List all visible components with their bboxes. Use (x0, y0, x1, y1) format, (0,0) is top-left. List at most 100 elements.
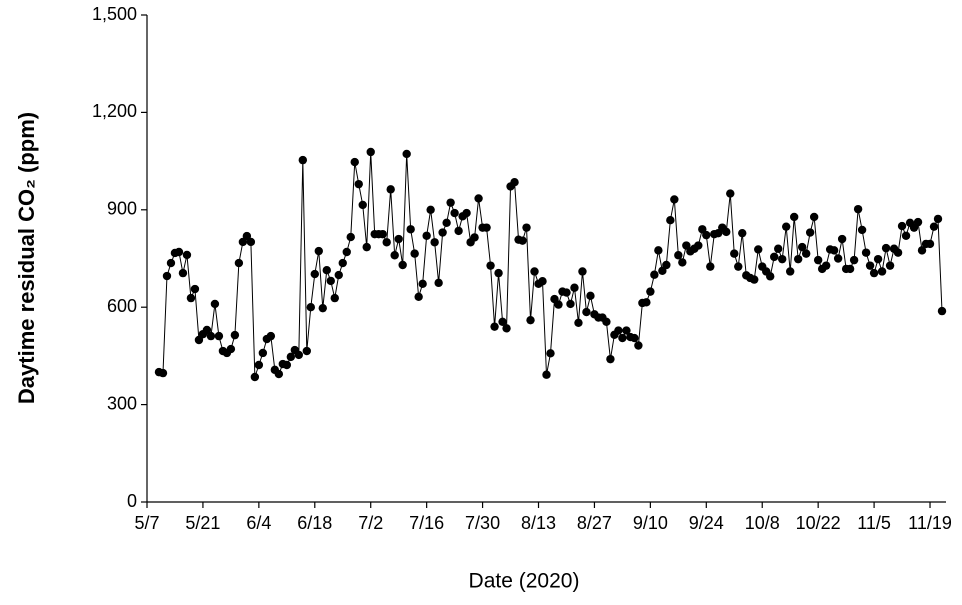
y-tick-label: 900 (107, 199, 137, 219)
data-point (454, 226, 463, 236)
data-point (554, 300, 563, 309)
data-point (442, 218, 451, 227)
data-point (246, 237, 256, 247)
data-point (602, 317, 611, 327)
data-point (738, 228, 747, 238)
data-point (809, 212, 819, 222)
data-point (334, 270, 343, 280)
data-point (789, 212, 799, 222)
data-point (190, 284, 200, 294)
data-point (414, 292, 423, 302)
data-point (322, 265, 331, 275)
data-point (206, 331, 216, 341)
data-point (933, 214, 943, 224)
x-tick-label: 6/18 (297, 513, 332, 533)
data-point (470, 233, 479, 242)
data-point (913, 217, 923, 227)
data-point (430, 238, 439, 247)
y-axis-label: Daytime residual CO₂ (ppm) (14, 112, 39, 404)
x-tick-label: 7/30 (465, 513, 500, 533)
data-point (797, 242, 807, 252)
data-point (901, 231, 911, 240)
data-point (722, 227, 731, 237)
data-point (574, 318, 583, 327)
data-point (861, 248, 871, 257)
data-point (606, 354, 615, 364)
data-point (570, 283, 579, 292)
data-point (274, 369, 284, 379)
data-point (474, 194, 483, 203)
data-point (734, 262, 743, 271)
x-tick-label: 6/4 (246, 513, 271, 533)
data-point (518, 236, 527, 245)
x-tick-label: 10/22 (796, 513, 841, 533)
data-point (362, 242, 371, 252)
x-tick-label: 10/8 (745, 513, 780, 533)
data-point (829, 246, 839, 255)
data-point (530, 267, 539, 276)
x-tick-label: 5/21 (185, 513, 220, 533)
data-point (782, 222, 791, 231)
data-point (266, 331, 276, 341)
data-point (158, 368, 168, 378)
data-point (318, 303, 327, 313)
data-point (785, 267, 795, 276)
data-point (750, 275, 759, 284)
data-point (494, 268, 503, 278)
data-point (766, 272, 775, 281)
data-point (382, 238, 391, 247)
y-tick-label: 600 (107, 296, 137, 316)
y-tick-label: 300 (107, 393, 137, 413)
data-point (630, 333, 639, 343)
data-point (614, 326, 623, 335)
data-point (578, 267, 587, 276)
data-point (853, 204, 863, 214)
data-point (490, 322, 499, 331)
data-point (754, 245, 763, 254)
data-point (346, 232, 355, 242)
data-point (214, 331, 224, 341)
data-point (162, 271, 172, 281)
data-point (793, 254, 803, 264)
data-point (893, 248, 903, 257)
data-point (650, 270, 659, 279)
x-tick-label: 11/5 (857, 513, 891, 533)
data-point (210, 299, 220, 309)
x-tick-label: 9/10 (633, 513, 668, 533)
data-point (885, 261, 895, 270)
data-point (618, 333, 627, 343)
data-point (678, 258, 687, 267)
data-point (542, 370, 551, 379)
data-point (178, 268, 188, 278)
data-point (917, 246, 927, 255)
data-point (774, 244, 783, 253)
data-point (298, 155, 308, 165)
data-point (837, 234, 847, 244)
data-point (186, 293, 196, 303)
x-axis-label: Date (2020) (469, 570, 580, 593)
data-point (438, 228, 447, 237)
data-point (566, 299, 575, 309)
data-point (865, 261, 875, 270)
x-tick-label: 8/13 (521, 513, 556, 533)
data-point (586, 291, 595, 301)
x-tick-label: 5/7 (134, 513, 159, 533)
y-tick-label: 1,500 (92, 4, 137, 24)
data-point (182, 250, 192, 260)
data-point (646, 287, 655, 296)
data-point (666, 215, 675, 225)
data-point (877, 267, 887, 276)
data-point (925, 239, 935, 249)
data-point (498, 317, 507, 327)
data-point (634, 341, 643, 350)
data-point (446, 198, 455, 207)
data-point (202, 325, 212, 335)
data-point (582, 307, 591, 317)
data-point (662, 260, 671, 270)
data-point (813, 255, 823, 265)
data-point (929, 222, 939, 231)
data-point (486, 261, 495, 270)
data-point (694, 241, 703, 250)
data-point (306, 303, 315, 312)
data-point (502, 324, 511, 333)
